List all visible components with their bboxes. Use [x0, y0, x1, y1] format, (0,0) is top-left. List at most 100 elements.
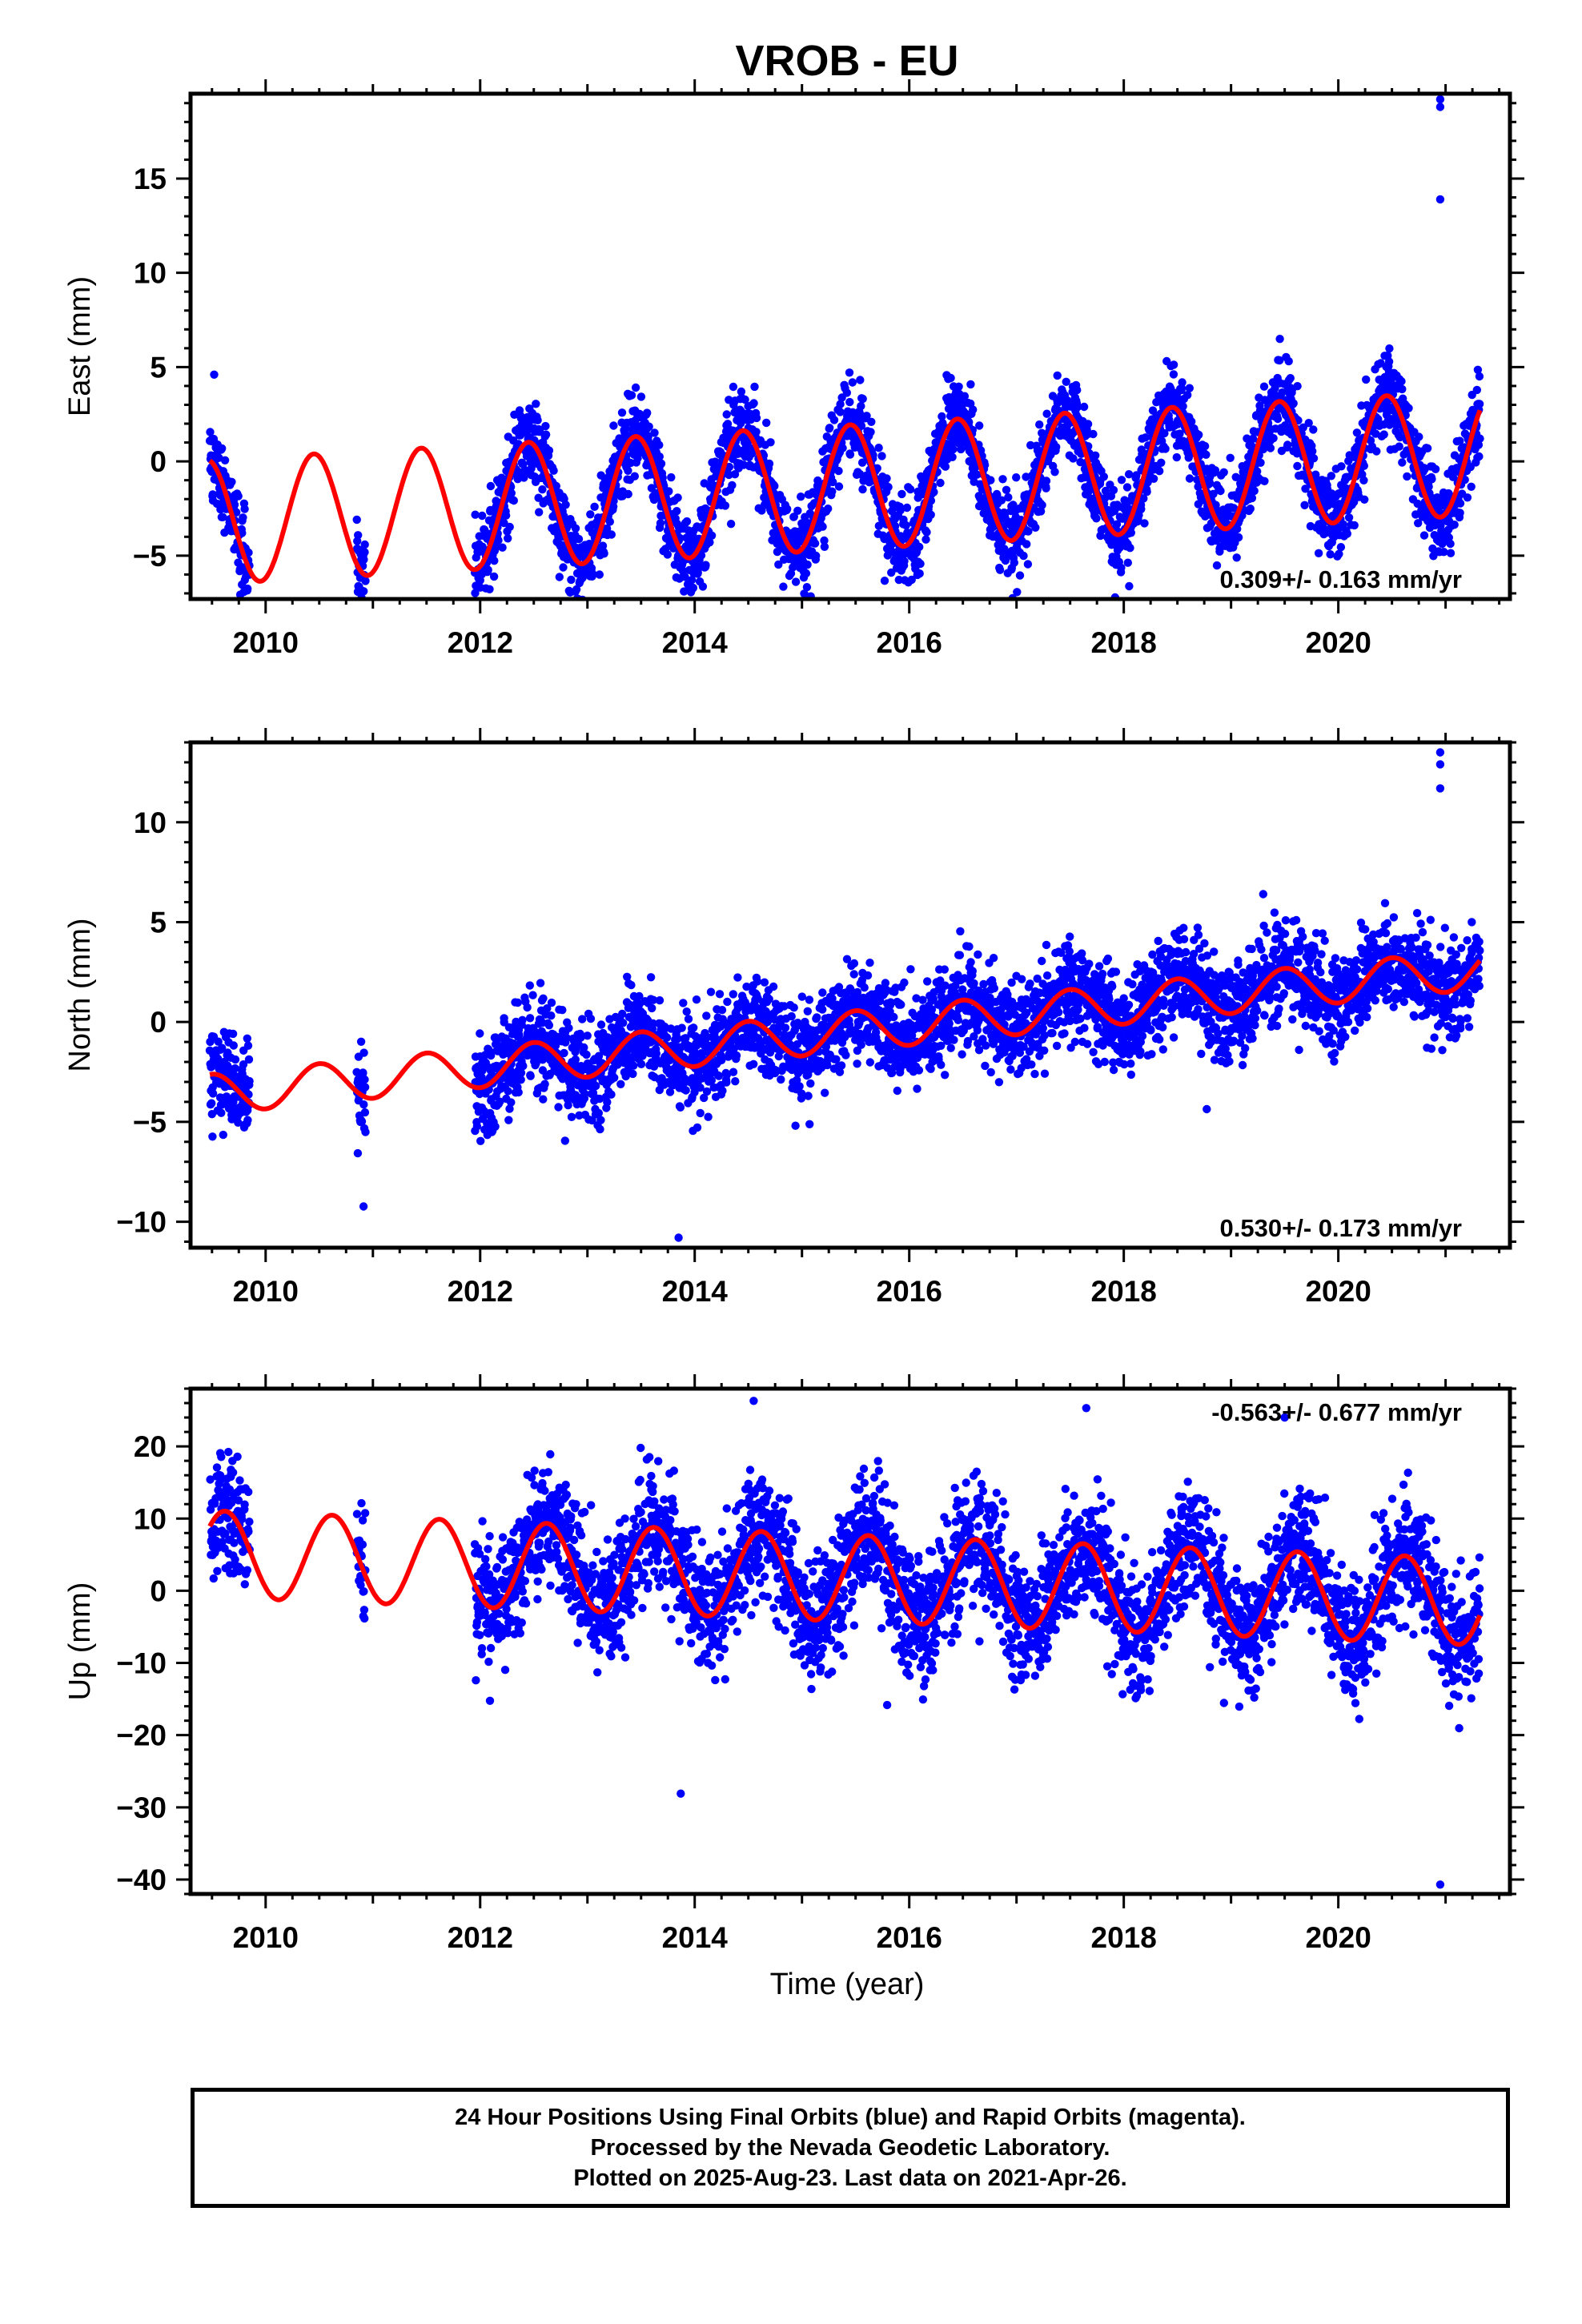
data-point	[834, 482, 844, 491]
data-point	[829, 416, 839, 424]
data-point	[1472, 385, 1482, 395]
data-point	[1259, 382, 1269, 391]
data-point	[722, 1071, 731, 1080]
data-point	[1475, 372, 1484, 381]
data-point	[1185, 474, 1195, 483]
data-point	[595, 1094, 604, 1104]
data-point	[647, 484, 656, 493]
data-point	[352, 515, 361, 525]
data-point	[580, 1043, 588, 1052]
data-point	[1339, 520, 1348, 529]
east-y-axis-label: East (mm)	[63, 276, 97, 416]
data-point	[472, 1122, 482, 1131]
data-point	[957, 444, 966, 454]
data-point	[1234, 533, 1243, 542]
data-point	[874, 521, 884, 530]
data-point	[1073, 385, 1082, 395]
data-point	[471, 510, 480, 519]
data-point	[1309, 425, 1318, 434]
data-point	[631, 383, 640, 392]
data-point	[494, 536, 503, 545]
data-point	[541, 430, 551, 439]
data-point	[496, 1097, 504, 1106]
data-point	[595, 570, 604, 579]
data-point	[572, 585, 581, 594]
data-point	[1473, 365, 1483, 374]
data-point	[525, 1014, 535, 1023]
data-point	[560, 1136, 569, 1145]
data-point	[1069, 454, 1078, 463]
data-point	[1031, 523, 1040, 532]
data-point	[1024, 527, 1033, 536]
data-point	[731, 1077, 740, 1086]
data-point	[1269, 434, 1278, 443]
data-point	[231, 1063, 239, 1073]
data-point	[541, 421, 550, 431]
data-point	[580, 1089, 589, 1098]
data-point	[698, 582, 708, 591]
x-tick-label: 2020	[1305, 626, 1371, 659]
data-point	[538, 1055, 547, 1064]
data-point	[1013, 588, 1022, 597]
data-point	[690, 1088, 699, 1097]
data-point	[936, 478, 945, 488]
x-tick-label: 2016	[877, 626, 942, 659]
data-point	[472, 616, 480, 624]
data-point	[624, 466, 632, 475]
outlier-point	[1435, 103, 1445, 111]
data-point	[359, 1100, 368, 1109]
data-point	[867, 417, 876, 426]
data-point	[586, 510, 595, 519]
data-point	[1250, 486, 1259, 496]
data-point	[1286, 374, 1295, 383]
data-point	[1141, 433, 1150, 442]
data-point	[489, 572, 499, 581]
data-point	[729, 1068, 738, 1076]
data-point	[1042, 409, 1051, 418]
data-point	[596, 1020, 606, 1029]
data-point	[941, 462, 950, 471]
data-point	[1271, 384, 1279, 392]
data-point	[1194, 482, 1203, 491]
data-point	[538, 485, 547, 494]
data-point	[1293, 382, 1302, 391]
data-point	[705, 538, 714, 547]
data-point	[572, 640, 580, 648]
data-point	[779, 582, 788, 591]
data-point	[586, 1014, 596, 1023]
data-point	[244, 548, 253, 557]
data-point	[624, 489, 632, 499]
data-point	[938, 412, 946, 421]
data-point	[516, 1068, 526, 1077]
data-point	[770, 481, 779, 491]
x-tick-label: 2012	[448, 626, 513, 659]
data-point	[887, 547, 896, 557]
data-point	[1359, 461, 1369, 470]
data-point	[866, 428, 875, 436]
data-point	[938, 419, 947, 428]
data-point	[1352, 428, 1362, 437]
data-point	[618, 1009, 627, 1019]
data-point	[874, 444, 883, 452]
data-point	[1117, 476, 1126, 485]
data-point	[848, 378, 857, 387]
data-point	[207, 1063, 215, 1072]
data-point	[1169, 360, 1178, 369]
data-point	[1260, 476, 1269, 485]
data-point	[1360, 495, 1369, 504]
data-point	[245, 1076, 254, 1086]
data-point	[1149, 474, 1158, 483]
data-point	[858, 394, 867, 404]
data-point	[1123, 558, 1133, 567]
data-point	[1053, 371, 1062, 380]
data-point	[547, 1011, 556, 1020]
outlier-point	[210, 370, 219, 379]
data-point	[627, 980, 636, 990]
data-point	[1423, 444, 1432, 452]
data-point	[644, 422, 653, 431]
data-point	[742, 982, 751, 991]
data-point	[357, 1117, 367, 1126]
data-point	[1139, 494, 1148, 503]
data-point	[1183, 391, 1192, 400]
data-point	[1126, 529, 1136, 537]
